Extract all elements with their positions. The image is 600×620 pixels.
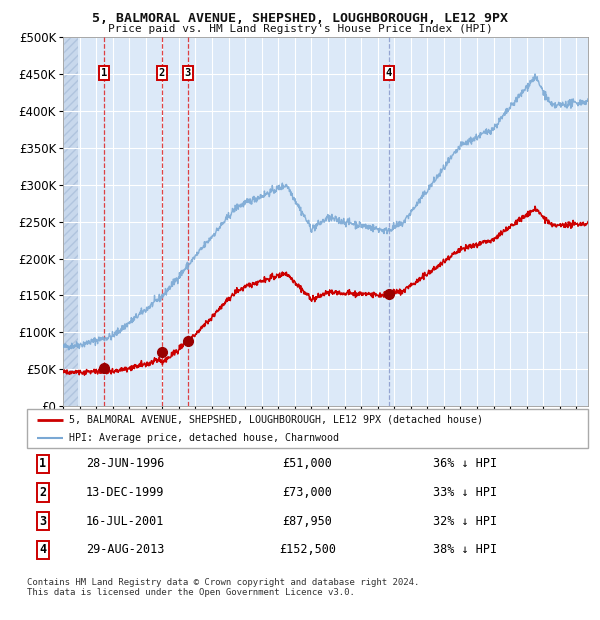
FancyBboxPatch shape <box>27 409 588 448</box>
Text: 2: 2 <box>39 486 46 499</box>
Text: £73,000: £73,000 <box>283 486 332 499</box>
Text: 1: 1 <box>101 68 107 78</box>
Text: 2: 2 <box>158 68 164 78</box>
Text: 3: 3 <box>39 515 46 528</box>
Text: 28-JUN-1996: 28-JUN-1996 <box>86 458 164 471</box>
Text: 32% ↓ HPI: 32% ↓ HPI <box>433 515 497 528</box>
Text: 16-JUL-2001: 16-JUL-2001 <box>86 515 164 528</box>
Text: 38% ↓ HPI: 38% ↓ HPI <box>433 543 497 556</box>
Text: HPI: Average price, detached house, Charnwood: HPI: Average price, detached house, Char… <box>69 433 339 443</box>
Text: 36% ↓ HPI: 36% ↓ HPI <box>433 458 497 471</box>
Text: 29-AUG-2013: 29-AUG-2013 <box>86 543 164 556</box>
Text: Contains HM Land Registry data © Crown copyright and database right 2024.
This d: Contains HM Land Registry data © Crown c… <box>27 578 419 597</box>
Bar <box>63 37 78 406</box>
Text: 13-DEC-1999: 13-DEC-1999 <box>86 486 164 499</box>
Text: £87,950: £87,950 <box>283 515 332 528</box>
Text: £51,000: £51,000 <box>283 458 332 471</box>
Text: 4: 4 <box>39 543 46 556</box>
Text: 33% ↓ HPI: 33% ↓ HPI <box>433 486 497 499</box>
Text: 3: 3 <box>185 68 191 78</box>
Text: 4: 4 <box>385 68 392 78</box>
Text: 5, BALMORAL AVENUE, SHEPSHED, LOUGHBOROUGH, LE12 9PX: 5, BALMORAL AVENUE, SHEPSHED, LOUGHBOROU… <box>92 12 508 25</box>
Text: £152,500: £152,500 <box>279 543 336 556</box>
Text: 5, BALMORAL AVENUE, SHEPSHED, LOUGHBOROUGH, LE12 9PX (detached house): 5, BALMORAL AVENUE, SHEPSHED, LOUGHBOROU… <box>69 415 483 425</box>
Text: 1: 1 <box>39 458 46 471</box>
Text: Price paid vs. HM Land Registry's House Price Index (HPI): Price paid vs. HM Land Registry's House … <box>107 24 493 33</box>
